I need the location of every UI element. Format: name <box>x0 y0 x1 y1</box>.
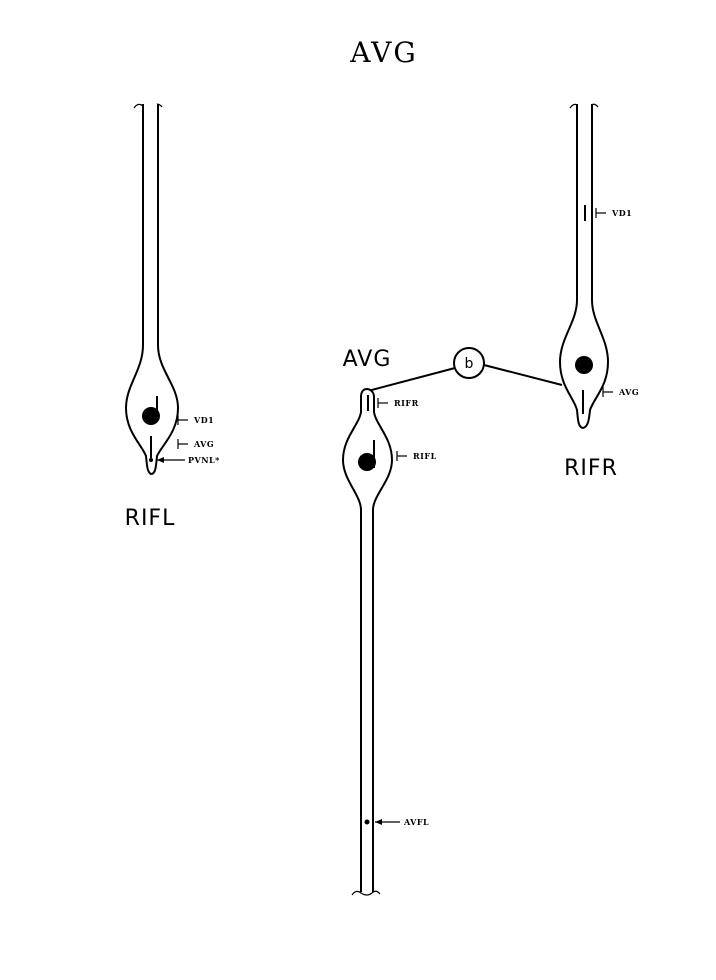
neuron-avg: AVG RIFR RIFL AVFL <box>341 347 437 896</box>
rifl-label-pvnl: PVNL* <box>188 455 220 465</box>
rifl-nucleus <box>142 407 160 425</box>
rifl-outline <box>124 104 180 476</box>
gap-junction-line-right <box>483 364 563 386</box>
avg-label-avfl: AVFL <box>403 817 429 827</box>
page-title: AVG <box>349 36 417 69</box>
rifl-pvnl-arrowhead <box>157 457 164 463</box>
gap-junction-label: b <box>465 356 474 372</box>
avg-avfl-arrowhead <box>375 819 382 825</box>
avg-gap-dot <box>364 819 370 825</box>
rifl-label-avg: AVG <box>193 439 214 449</box>
rifr-nucleus <box>575 356 593 374</box>
rifl-name: RIFL <box>125 506 176 531</box>
neuron-rifr: VD1 AVG RIFR <box>558 103 639 481</box>
neuron-rifl: VD1 AVG PVNL* RIFL <box>124 103 220 531</box>
avg-nucleus <box>358 453 376 471</box>
avg-label-rifr: RIFR <box>394 398 419 408</box>
avg-label-rifl: RIFL <box>413 451 437 461</box>
gap-junction-line-left <box>363 367 456 393</box>
gap-junction: b <box>363 347 563 393</box>
avg-outline <box>341 387 394 892</box>
rifr-outline <box>558 104 610 430</box>
rifr-name: RIFR <box>564 456 618 481</box>
cut-mark-bottom <box>351 890 381 896</box>
rifr-label-vd1: VD1 <box>611 208 632 218</box>
rifr-label-avg: AVG <box>618 387 639 397</box>
rifl-label-vd1: VD1 <box>193 415 214 425</box>
avg-name: AVG <box>343 347 392 372</box>
rifl-gap-dot <box>149 458 153 462</box>
gap-junction-node <box>453 347 485 379</box>
